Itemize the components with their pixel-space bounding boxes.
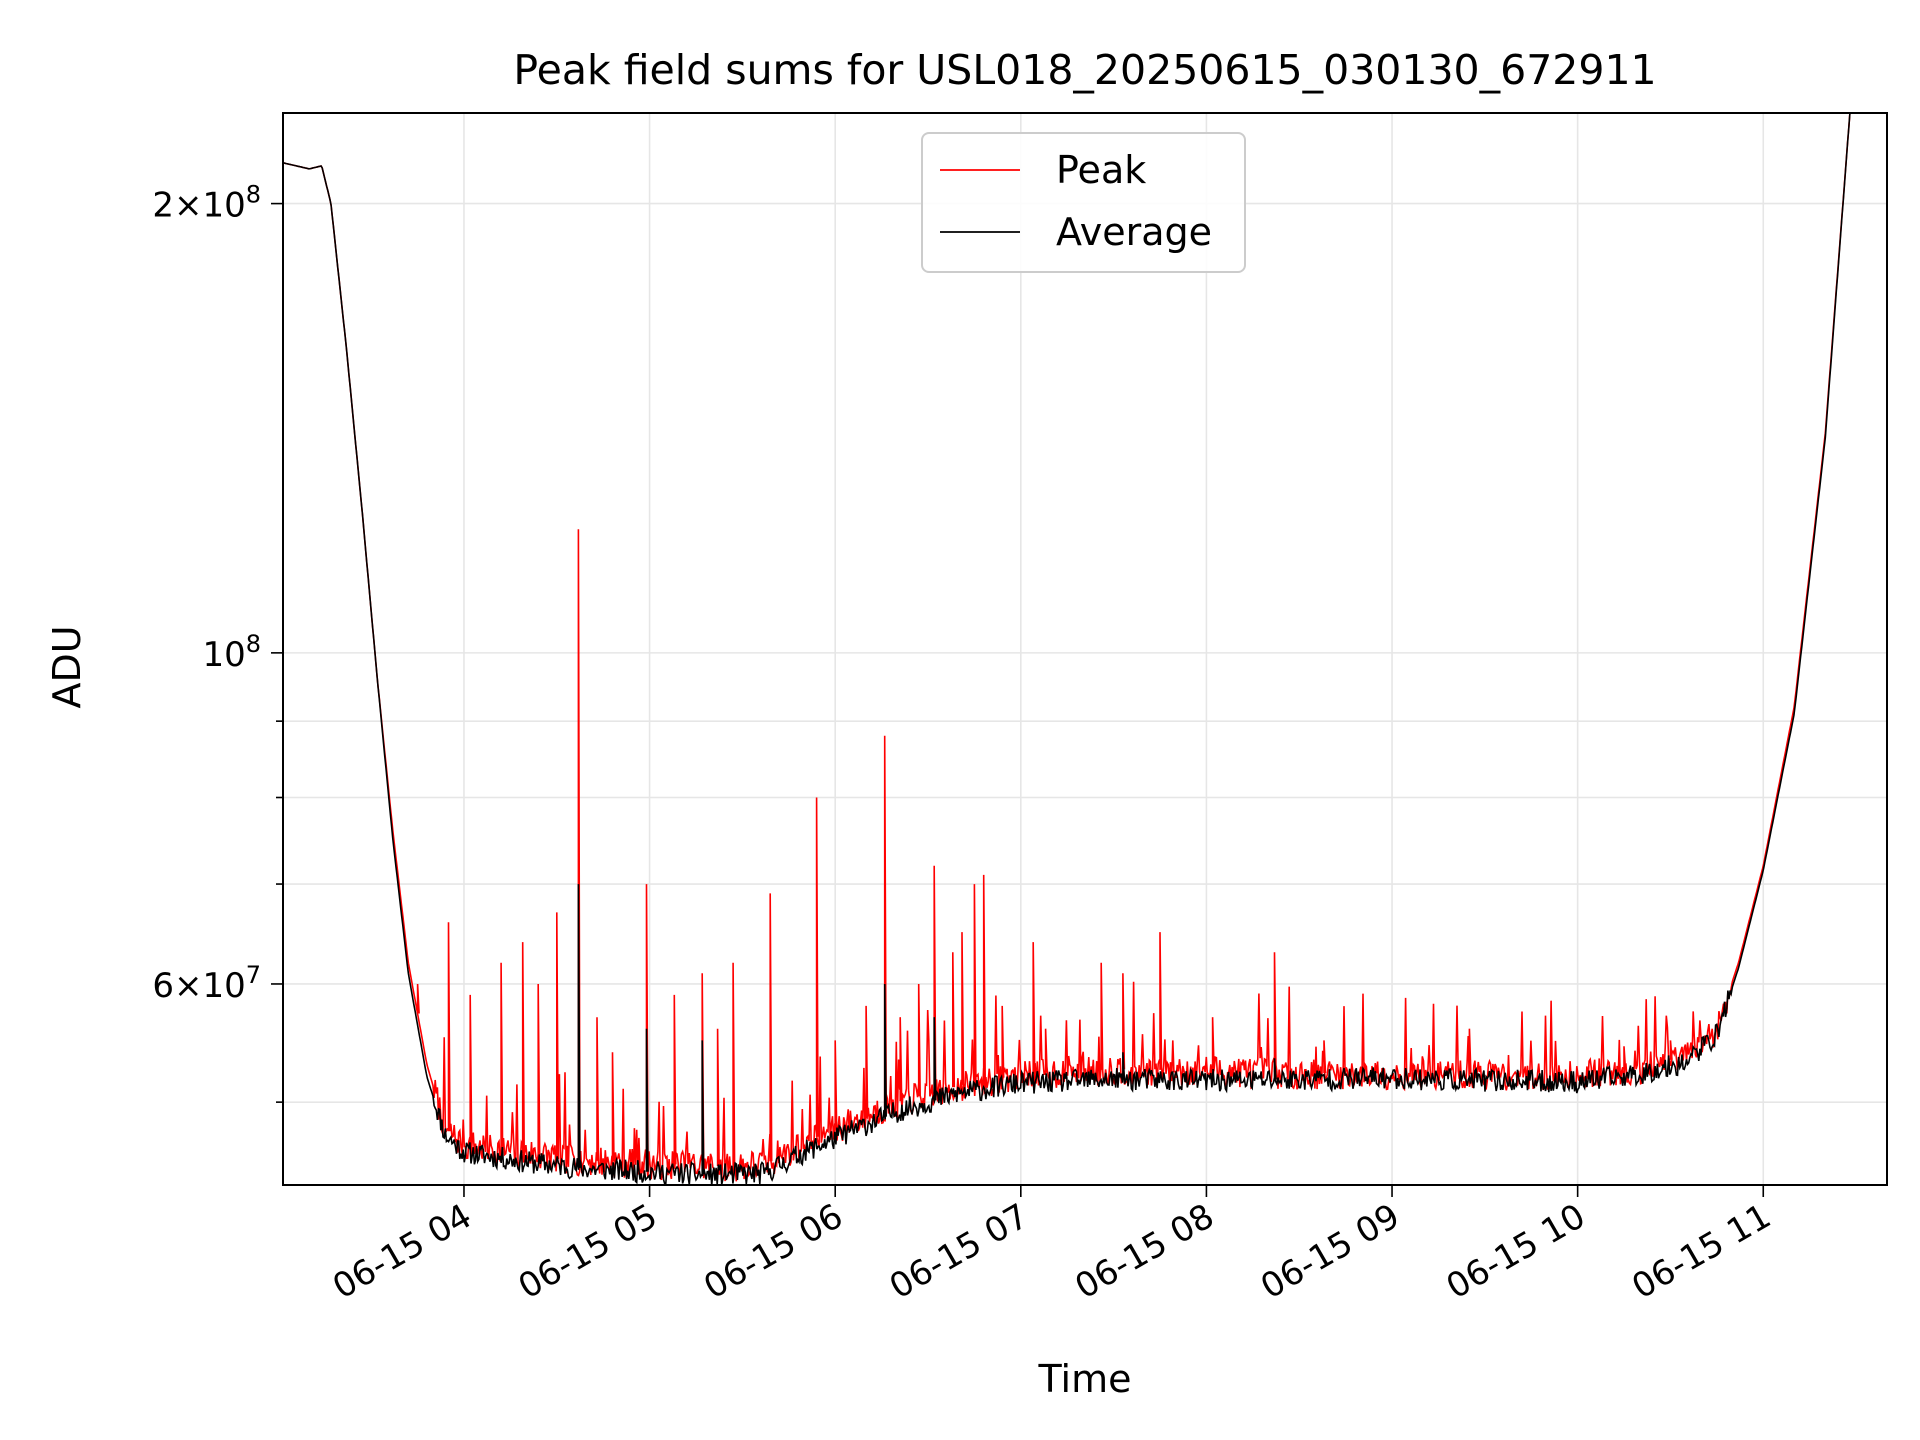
- y-tick-label: 6×107: [152, 961, 261, 1006]
- legend-label-peak: Peak: [1056, 148, 1146, 192]
- legend-box: [921, 132, 1246, 273]
- plot-frame: [282, 112, 1888, 1186]
- x-axis-label: Time: [1038, 1357, 1132, 1401]
- y-axis-label: ADU: [45, 625, 89, 708]
- y-tick-label-base: 6×10: [152, 966, 245, 1006]
- y-tick-label-base: 10: [202, 635, 245, 675]
- series-line-peak: [283, 113, 1851, 1182]
- x-gridlines: [463, 113, 1765, 1185]
- y-tick-label-exponent: 7: [246, 961, 261, 989]
- y-tick-label: 108: [202, 630, 261, 675]
- legend: Peak Average: [921, 132, 1246, 273]
- chart-title: Peak field sums for USL018_20250615_0301…: [513, 46, 1656, 94]
- y-tick-label-exponent: 8: [246, 630, 261, 658]
- y-tick-label-base: 2×10: [152, 186, 245, 226]
- series-line-average: [283, 113, 1851, 1185]
- y-tick-label-exponent: 8: [246, 181, 261, 209]
- legend-label-average: Average: [1056, 210, 1212, 254]
- y-tick-label: 2×108: [152, 181, 261, 226]
